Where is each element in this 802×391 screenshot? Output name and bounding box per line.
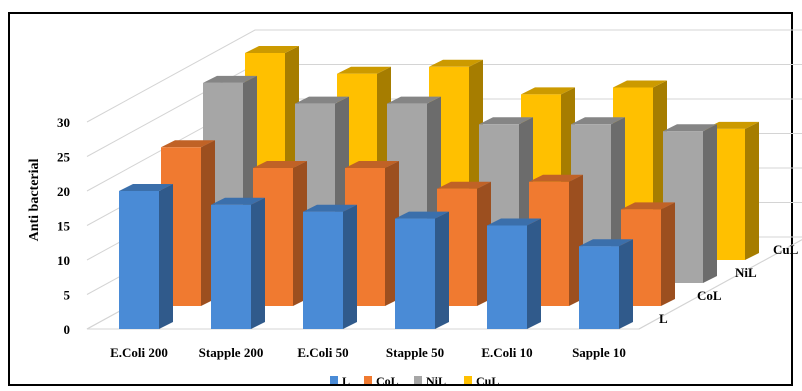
x-tick-label: Sapple 10: [572, 345, 626, 360]
bar-top: [303, 204, 357, 212]
legend-label: NiL: [426, 374, 446, 388]
bar-top: [613, 80, 667, 88]
bar-top: [663, 124, 717, 132]
bar-top: [345, 161, 399, 168]
legend-label: CuL: [476, 374, 499, 388]
bar-top: [621, 202, 675, 210]
bar-side: [619, 239, 633, 329]
bar-side: [343, 204, 357, 329]
bar-top: [161, 140, 215, 148]
bar-top: [437, 181, 491, 189]
y-tick-label: 30: [57, 115, 70, 130]
bar-L-1: [211, 204, 251, 329]
legend-label: CoL: [376, 374, 399, 388]
legend-swatch: [464, 376, 472, 384]
gridline: [86, 29, 802, 123]
depth-label: NiL: [735, 265, 757, 280]
y-axis-label: Anti bacterial: [27, 158, 42, 241]
y-tick-label: 10: [57, 253, 70, 268]
bar-side: [745, 121, 759, 261]
bar-L-5: [579, 246, 619, 329]
depth-label: CoL: [697, 288, 722, 303]
bar-L-2: [303, 211, 343, 329]
bar-top: [337, 66, 391, 74]
floor-edge: [638, 239, 802, 330]
bar-top: [579, 239, 633, 247]
legend-swatch: [414, 376, 422, 384]
depth-label: L: [659, 311, 668, 326]
x-tick-label: Stapple 200: [199, 345, 264, 360]
x-tick-label: E.Coli 50: [297, 345, 348, 360]
y-tick-label: 15: [57, 219, 71, 234]
bar-top: [295, 96, 349, 104]
legend-swatch: [364, 376, 372, 384]
bar-top: [211, 197, 265, 205]
y-tick-label: 20: [57, 184, 70, 199]
bar-top: [571, 117, 625, 125]
bar-top: [479, 117, 533, 125]
bar-side: [159, 184, 173, 329]
bar-side: [661, 202, 675, 306]
bar-top: [429, 59, 483, 67]
bar-top: [119, 184, 173, 191]
bar-side: [251, 197, 265, 329]
legend-swatch: [330, 376, 338, 384]
bar-top: [203, 75, 257, 83]
bar-L-4: [487, 225, 527, 329]
y-tick-label: 5: [64, 288, 71, 303]
bar-side: [527, 218, 541, 329]
y-tick-label: 0: [64, 322, 71, 337]
bar-top: [387, 96, 441, 104]
bar-top: [487, 218, 541, 226]
bar-top: [245, 46, 299, 53]
bar-side: [703, 124, 717, 283]
bar-L-0: [119, 191, 159, 329]
bar-top: [395, 211, 449, 219]
bar-top: [705, 121, 759, 129]
x-tick-label: E.Coli 200: [110, 345, 168, 360]
bar-top: [529, 174, 583, 182]
y-tick-label: 25: [57, 150, 71, 165]
bar-top: [521, 87, 575, 95]
bar-top: [253, 161, 307, 168]
bar-side: [435, 211, 449, 329]
bar-L-3: [395, 218, 435, 329]
x-tick-label: Stapple 50: [386, 345, 444, 360]
depth-label: CuL: [773, 242, 799, 257]
x-tick-label: E.Coli 10: [481, 345, 532, 360]
legend-label: L: [342, 374, 350, 388]
